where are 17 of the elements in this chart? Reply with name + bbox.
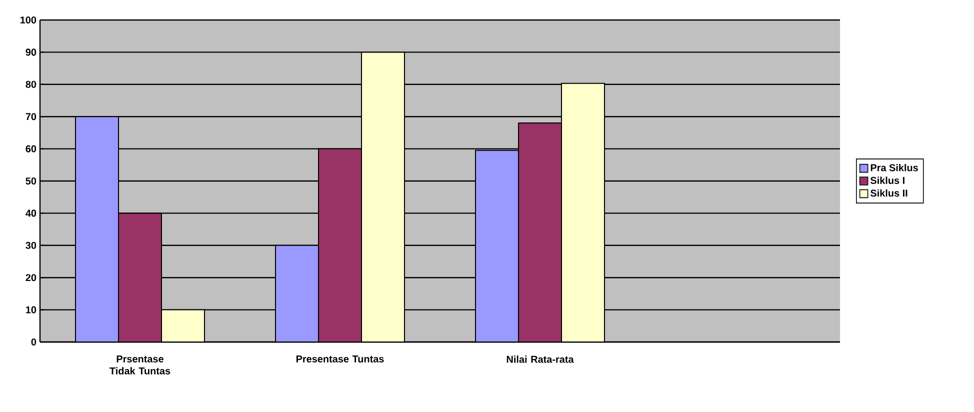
y-tick-label: 20 (26, 274, 36, 282)
legend-label: Siklus II (870, 189, 908, 197)
x-tick-label: Presentase Tuntas (296, 356, 384, 362)
legend-label: Pra Siklus (870, 164, 918, 172)
y-tick-label: 30 (26, 242, 36, 249)
y-tick-label: 10 (26, 306, 36, 314)
x-tick-label: Prsentase Tidak Tuntas (110, 356, 170, 374)
y-tick-label: 70 (26, 113, 36, 120)
y-tick-label: 100 (20, 16, 36, 24)
y-tick-label: 80 (26, 80, 36, 88)
legend-label: Siklus I (870, 176, 904, 184)
x-tick-label: Nilai Rata-rata (506, 356, 574, 363)
y-tick-label: 40 (26, 210, 36, 217)
y-tick-label: 50 (26, 177, 36, 185)
y-tick-label: 90 (26, 48, 36, 56)
y-tick-label: 60 (26, 145, 36, 152)
y-tick-label: 0 (31, 338, 36, 346)
